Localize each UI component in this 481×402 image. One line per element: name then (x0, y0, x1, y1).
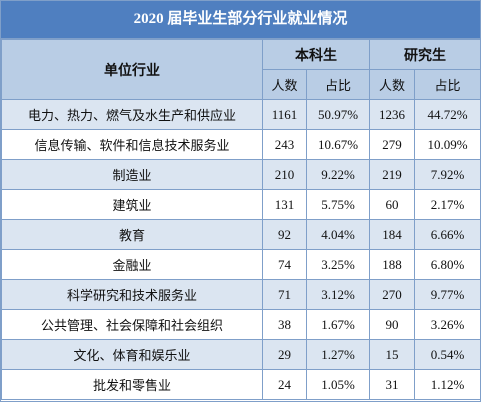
employment-table: 单位行业 本科生 研究生 人数 占比 人数 占比 电力、热力、燃气及水生产和供应业 11… (1, 39, 481, 400)
table-row: 金融业 74 3.25% 188 6.80% (1, 249, 481, 280)
table-row: 文化、体育和娱乐业 29 1.27% 15 0.54% (1, 339, 481, 370)
table-row: 建筑业 131 5.75% 60 2.17% (1, 189, 481, 220)
value-cell: 188 (369, 249, 415, 280)
value-cell: 5.75% (306, 189, 370, 220)
value-cell: 6.66% (414, 219, 481, 250)
value-cell: 38 (262, 309, 307, 340)
value-cell: 60 (369, 189, 415, 220)
industry-cell: 金融业 (1, 249, 263, 280)
subcolumn-header: 人数 (262, 69, 307, 100)
value-cell: 7.92% (414, 159, 481, 190)
value-cell: 1.67% (306, 309, 370, 340)
value-cell: 29 (262, 339, 307, 370)
value-cell: 10.09% (414, 129, 481, 160)
value-cell: 71 (262, 279, 307, 310)
industry-cell: 制造业 (1, 159, 263, 190)
value-cell: 210 (262, 159, 307, 190)
table-row: 科学研究和技术服务业 71 3.12% 270 9.77% (1, 279, 481, 310)
value-cell: 9.22% (306, 159, 370, 190)
industry-cell: 科学研究和技术服务业 (1, 279, 263, 310)
table-row: 电力、热力、燃气及水生产和供应业 1161 50.97% 1236 44.72% (1, 99, 481, 130)
table-row: 公共管理、社会保障和社会组织 38 1.67% 90 3.26% (1, 309, 481, 340)
table-row: 制造业 210 9.22% 219 7.92% (1, 159, 481, 190)
table-row: 教育 92 4.04% 184 6.66% (1, 219, 481, 250)
industry-cell: 批发和零售业 (1, 369, 263, 400)
table-title: 2020 届毕业生部分行业就业情况 (1, 1, 480, 39)
value-cell: 31 (369, 369, 415, 400)
value-cell: 10.67% (306, 129, 370, 160)
value-cell: 243 (262, 129, 307, 160)
value-cell: 270 (369, 279, 415, 310)
value-cell: 90 (369, 309, 415, 340)
industry-cell: 建筑业 (1, 189, 263, 220)
value-cell: 92 (262, 219, 307, 250)
value-cell: 44.72% (414, 99, 481, 130)
industry-cell: 信息传输、软件和信息技术服务业 (1, 129, 263, 160)
value-cell: 3.12% (306, 279, 370, 310)
table-row: 信息传输、软件和信息技术服务业 243 10.67% 279 10.09% (1, 129, 481, 160)
value-cell: 6.80% (414, 249, 481, 280)
table-row: 批发和零售业 24 1.05% 31 1.12% (1, 369, 481, 400)
industry-cell: 教育 (1, 219, 263, 250)
value-cell: 9.77% (414, 279, 481, 310)
value-cell: 1.05% (306, 369, 370, 400)
industry-cell: 文化、体育和娱乐业 (1, 339, 263, 370)
value-cell: 1.27% (306, 339, 370, 370)
subcolumn-header: 人数 (369, 69, 415, 100)
subcolumn-header: 占比 (306, 69, 370, 100)
value-cell: 50.97% (306, 99, 370, 130)
subcolumn-header: 占比 (414, 69, 481, 100)
value-cell: 15 (369, 339, 415, 370)
value-cell: 219 (369, 159, 415, 190)
group-header: 研究生 (369, 39, 481, 70)
value-cell: 2.17% (414, 189, 481, 220)
group-header: 本科生 (262, 39, 370, 70)
industry-cell: 公共管理、社会保障和社会组织 (1, 309, 263, 340)
value-cell: 1.12% (414, 369, 481, 400)
value-cell: 1161 (262, 99, 307, 130)
value-cell: 24 (262, 369, 307, 400)
value-cell: 184 (369, 219, 415, 250)
value-cell: 3.25% (306, 249, 370, 280)
industry-header: 单位行业 (1, 39, 263, 100)
value-cell: 4.04% (306, 219, 370, 250)
value-cell: 0.54% (414, 339, 481, 370)
industry-cell: 电力、热力、燃气及水生产和供应业 (1, 99, 263, 130)
value-cell: 131 (262, 189, 307, 220)
value-cell: 279 (369, 129, 415, 160)
value-cell: 1236 (369, 99, 415, 130)
value-cell: 74 (262, 249, 307, 280)
value-cell: 3.26% (414, 309, 481, 340)
